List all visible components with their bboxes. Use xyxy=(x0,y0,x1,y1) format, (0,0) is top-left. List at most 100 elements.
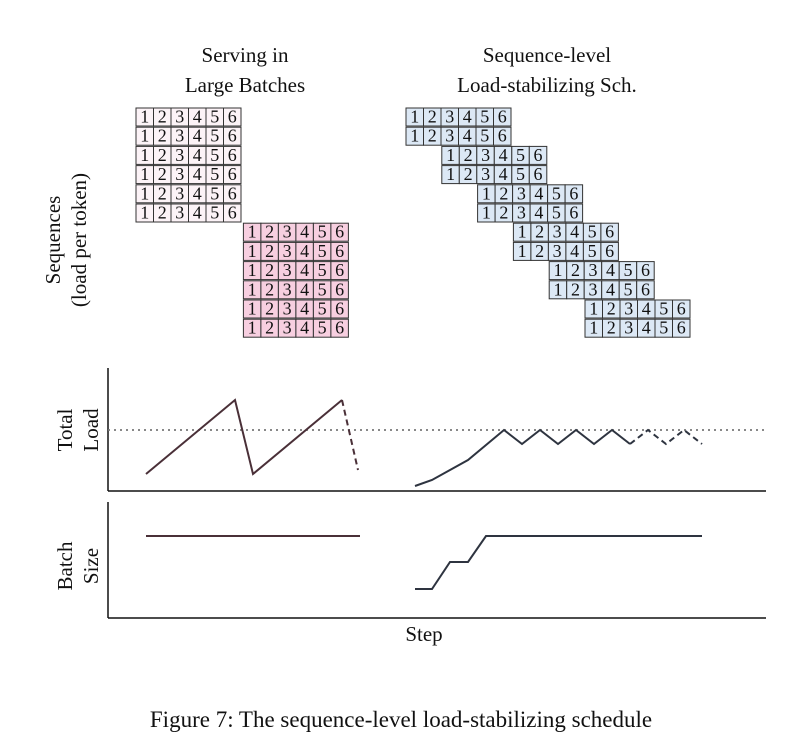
left-token-label: 4 xyxy=(193,203,202,223)
right-token-label: 2 xyxy=(464,164,473,184)
right-token-label: 3 xyxy=(624,318,633,338)
left-token-label: 1 xyxy=(140,203,149,223)
right-token-label: 4 xyxy=(463,126,472,146)
right-token-label: 6 xyxy=(534,145,543,165)
right-token-cell xyxy=(600,222,619,242)
left-token-label: 5 xyxy=(210,164,219,184)
batch-size-panel xyxy=(107,502,766,619)
left-token-label: 4 xyxy=(300,260,309,280)
left-token-label: 3 xyxy=(175,164,184,184)
right-token-label: 1 xyxy=(482,183,491,203)
right-token-label: 6 xyxy=(534,164,543,184)
right-token-label: 1 xyxy=(410,126,419,146)
left-token-label: 1 xyxy=(248,260,257,280)
right-token-label: 6 xyxy=(641,279,650,299)
left-token-label: 2 xyxy=(265,279,274,299)
right-token-label: 5 xyxy=(552,183,561,203)
right-token-cell xyxy=(672,318,691,338)
right-token-label: 2 xyxy=(428,126,437,146)
right-token-label: 5 xyxy=(659,299,668,319)
left-token-cell xyxy=(223,184,242,204)
left-token-label: 6 xyxy=(228,183,237,203)
left-token-label: 5 xyxy=(210,107,219,127)
right-token-label: 5 xyxy=(516,145,525,165)
left-token-label: 2 xyxy=(158,183,167,203)
right-token-cell xyxy=(636,280,655,300)
right-token-label: 4 xyxy=(606,260,615,280)
right-token-label: 1 xyxy=(518,222,527,242)
left-token-label: 3 xyxy=(175,145,184,165)
right-token-label: 6 xyxy=(641,260,650,280)
right-token-label: 1 xyxy=(518,241,527,261)
right-token-label: 2 xyxy=(571,279,580,299)
right-token-label: 2 xyxy=(499,183,508,203)
right-token-label: 6 xyxy=(498,107,507,127)
right-token-label: 4 xyxy=(499,164,508,184)
left-token-label: 6 xyxy=(228,164,237,184)
left-token-label: 5 xyxy=(210,183,219,203)
step-axis-label: Step xyxy=(405,622,442,646)
sequences-axis-label: Sequences (load per token) xyxy=(41,173,91,307)
left-token-label: 2 xyxy=(158,145,167,165)
right-token-label: 3 xyxy=(553,222,562,242)
right-token-label: 4 xyxy=(534,183,543,203)
right-token-label: 3 xyxy=(445,126,454,146)
right-token-label: 5 xyxy=(588,222,597,242)
right-header-line1: Sequence-level xyxy=(483,43,611,67)
right-token-label: 1 xyxy=(589,318,598,338)
right-token-label: 3 xyxy=(445,107,454,127)
right-token-label: 4 xyxy=(570,241,579,261)
left-token-label: 1 xyxy=(140,145,149,165)
left-header-line1: Serving in xyxy=(202,43,289,67)
left-token-cell xyxy=(223,107,242,127)
left-token-label: 6 xyxy=(228,126,237,146)
left-token-label: 1 xyxy=(248,299,257,319)
left-sequence-blocks: 1 2 3 4 5 61 2 3 4 5 61 2 3 4 5 61 2 3 4 5 61 2 3 4 5 61 2 3 4 5 61 2 3 4… xyxy=(135,107,349,338)
right-token-label: 2 xyxy=(607,299,616,319)
left-token-label: 6 xyxy=(228,145,237,165)
right-token-label: 3 xyxy=(589,260,598,280)
batch-label-line1: Batch xyxy=(53,541,77,590)
right-token-cell xyxy=(636,261,655,281)
left-load-curve xyxy=(145,398,343,476)
right-token-label: 1 xyxy=(589,299,598,319)
batch-axis-label: Batch Size xyxy=(53,541,103,590)
left-token-label: 4 xyxy=(300,279,309,299)
right-token-label: 1 xyxy=(554,260,563,280)
sequences-label-line2: (load per token) xyxy=(67,173,91,307)
right-token-label: 6 xyxy=(605,222,614,242)
left-token-label: 4 xyxy=(193,183,202,203)
left-token-label: 4 xyxy=(300,299,309,319)
left-token-label: 5 xyxy=(318,299,327,319)
right-token-label: 6 xyxy=(677,299,686,319)
left-token-label: 3 xyxy=(283,299,292,319)
right-token-label: 6 xyxy=(677,318,686,338)
left-token-label: 3 xyxy=(283,279,292,299)
sequences-label-line1: Sequences xyxy=(41,196,65,285)
left-token-label: 4 xyxy=(300,222,309,242)
figure-caption: Figure 7: The sequence-level load-stabil… xyxy=(150,707,652,732)
right-token-label: 3 xyxy=(481,145,490,165)
right-token-label: 2 xyxy=(535,241,544,261)
right-token-label: 5 xyxy=(624,260,633,280)
right-token-label: 2 xyxy=(535,222,544,242)
left-token-label: 2 xyxy=(265,299,274,319)
left-token-label: 5 xyxy=(318,279,327,299)
left-token-label: 1 xyxy=(248,241,257,261)
right-token-label: 5 xyxy=(659,318,668,338)
right-token-label: 1 xyxy=(446,164,455,184)
left-token-label: 2 xyxy=(158,126,167,146)
left-token-label: 3 xyxy=(283,241,292,261)
right-token-label: 6 xyxy=(605,241,614,261)
left-header-line2: Large Batches xyxy=(185,73,305,97)
left-token-label: 2 xyxy=(158,164,167,184)
